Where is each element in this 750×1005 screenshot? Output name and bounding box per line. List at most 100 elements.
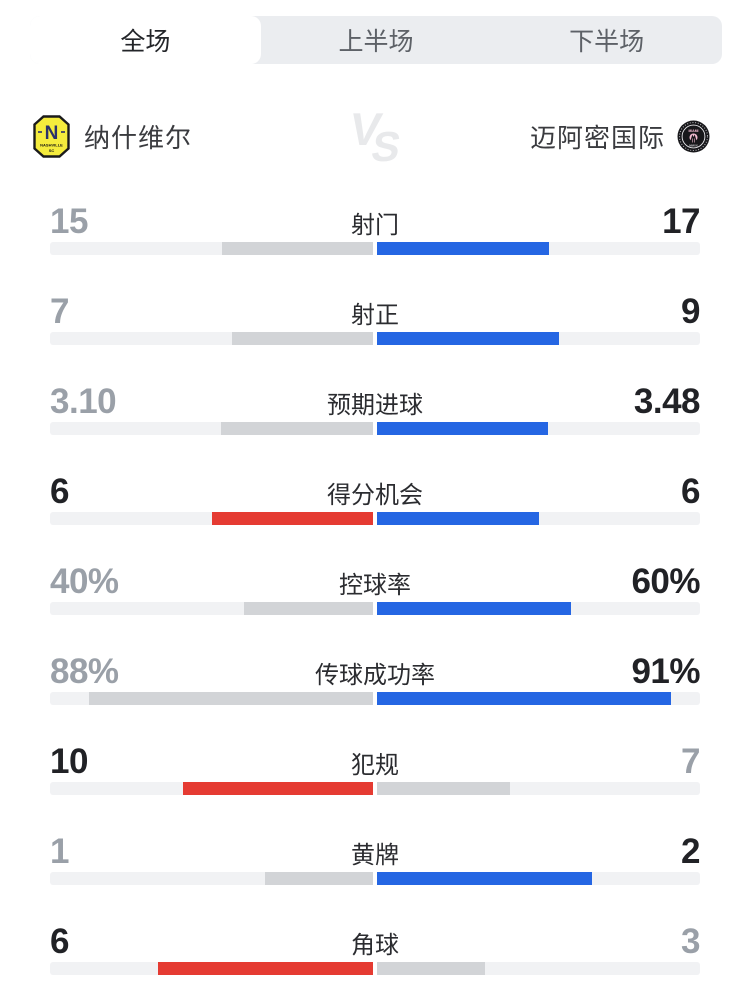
stat-bar-home-fill [88,692,373,705]
stat-bar-home-fill [211,512,373,525]
stat-line: 40% 控球率 60% [50,562,701,601]
stat-line: 7 射正 9 [50,292,701,331]
stat-bar-away-fill [377,692,671,705]
stat-value-home: 6 [50,922,69,961]
stat-bar-home-fill [157,962,373,975]
svg-text:MIAMI: MIAMI [689,128,699,132]
stat-line: 1 黄牌 2 [50,832,701,871]
stat-bar-home-fill [221,242,373,255]
stat-value-away: 91% [631,652,700,691]
stat-bars [50,782,700,795]
stat-label: 得分机会 [327,481,423,509]
stat-bar-away-track [377,422,700,435]
stat-value-home: 6 [50,472,69,511]
svg-text:MMXX: MMXX [689,143,698,147]
tab-full-match[interactable]: 全场 [30,16,261,64]
stat-bar-home-fill [243,602,373,615]
stat-bar-home-track [50,332,373,345]
stat-value-away: 3 [681,922,700,961]
stat-row: 3.10 预期进球 3.48 [0,375,750,465]
stat-value-home: 7 [50,292,69,331]
stat-value-away: 60% [631,562,700,601]
stat-label: 控球率 [339,571,411,599]
stat-label: 传球成功率 [315,661,435,689]
stat-value-home: 1 [50,832,69,871]
stat-label: 射正 [351,301,399,329]
stat-bar-away-track [377,692,700,705]
stat-bars [50,602,700,615]
stat-bar-away-fill [377,782,511,795]
stat-bar-home-track [50,512,373,525]
stat-bar-away-fill [377,512,539,525]
match-header: N NASHVILLE SC 纳什维尔 VS 迈阿密国际 MIAMI MMXX [0,103,750,170]
stat-line: 15 射门 17 [50,202,701,241]
nashville-sc-logo-icon: N NASHVILLE SC [33,114,70,158]
stat-value-home: 88% [50,652,119,691]
stat-bar-away-fill [377,872,593,885]
svg-text:N: N [45,123,59,144]
stat-bar-away-fill [377,962,485,975]
stat-bar-home-track [50,602,373,615]
stat-bar-home-fill [183,782,373,795]
stat-bar-away-fill [377,332,559,345]
stat-bar-home-track [50,422,373,435]
stat-row: 6 角球 3 [0,915,750,1005]
stat-bar-away-fill [377,422,548,435]
stat-row: 1 黄牌 2 [0,825,750,915]
stat-bar-home-fill [231,332,373,345]
team-away-name: 迈阿密国际 [529,122,665,153]
stat-bar-away-fill [377,602,571,615]
team-away[interactable]: 迈阿密国际 MIAMI MMXX [530,104,710,168]
stat-line: 88% 传球成功率 91% [50,652,701,691]
stat-label: 犯规 [351,751,399,779]
stat-bar-away-track [377,332,700,345]
stat-value-away: 17 [662,202,700,241]
stat-line: 10 犯规 7 [50,742,701,781]
stat-bar-home-track [50,692,373,705]
stat-bar-away-fill [377,242,549,255]
stat-bar-home-fill [265,872,373,885]
stat-row: 15 射门 17 [0,195,750,285]
stat-value-home: 10 [50,742,88,781]
stat-bar-away-track [377,602,700,615]
stat-bars [50,692,700,705]
svg-text:NASHVILLE: NASHVILLE [40,142,63,147]
stat-bars [50,962,700,975]
stat-value-away: 9 [681,292,700,331]
stat-value-home: 15 [50,202,88,241]
inter-miami-logo-icon: MIAMI MMXX [677,120,710,152]
stat-bar-away-track [377,512,700,525]
stat-value-away: 7 [681,742,700,781]
stat-label: 角球 [351,931,399,959]
stat-bar-home-track [50,962,373,975]
stat-bar-away-track [377,242,700,255]
team-home[interactable]: N NASHVILLE SC 纳什维尔 [33,104,192,168]
stat-value-home: 40% [50,562,119,601]
vs-mark: VS [346,103,405,170]
stats-list: 15 射门 17 7 射正 9 3.10 预期进球 3.48 6 得分机会 6 40% 控球率 60% 88%… [0,195,750,1005]
stat-value-away: 2 [681,832,700,871]
stat-bar-home-track [50,782,373,795]
stat-bar-away-track [377,782,700,795]
stat-bar-away-track [377,962,700,975]
svg-text:SC: SC [49,148,55,153]
stat-bar-home-track [50,242,373,255]
stat-bar-home-fill [220,422,373,435]
stat-bars [50,422,700,435]
stat-bar-away-track [377,872,700,885]
tab-second-half[interactable]: 下半场 [569,28,645,56]
stat-row: 7 射正 9 [0,285,750,375]
stat-line: 6 角球 3 [50,922,701,961]
period-tabs: 全场 上半场 下半场 [30,16,722,64]
stat-bars [50,872,700,885]
stat-value-away: 3.48 [633,382,701,421]
stat-bar-home-track [50,872,373,885]
stat-row: 10 犯规 7 [0,735,750,825]
team-home-name: 纳什维尔 [84,122,193,153]
stat-bars [50,332,700,345]
tab-first-half[interactable]: 上半场 [338,28,414,56]
stat-value-away: 6 [681,472,700,511]
stat-line: 3.10 预期进球 3.48 [50,382,701,421]
stat-row: 88% 传球成功率 91% [0,645,750,735]
stat-line: 6 得分机会 6 [50,472,701,511]
